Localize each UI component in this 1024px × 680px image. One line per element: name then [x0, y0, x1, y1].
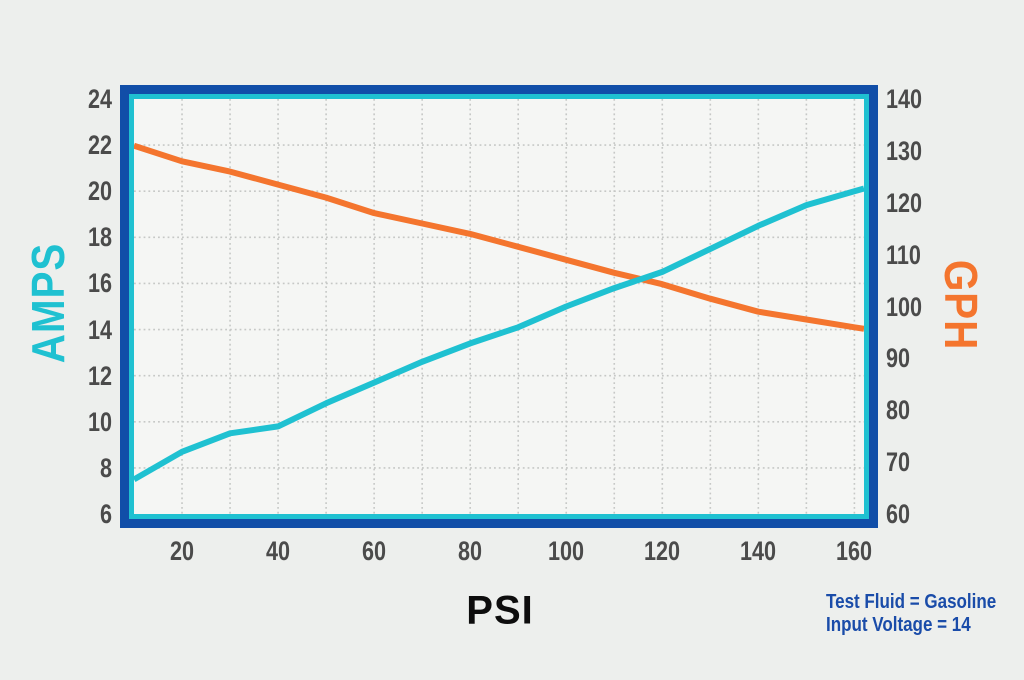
left-axis-tick: 20	[87, 176, 112, 207]
right-axis-title: GPH	[935, 259, 987, 351]
right-axis-tick: 100	[886, 291, 923, 322]
left-axis-tick: 8	[99, 452, 112, 483]
x-axis-tick: 40	[266, 536, 291, 566]
x-axis-tick: 160	[836, 536, 873, 566]
left-axis-tick: 14	[87, 314, 112, 345]
right-axis-tick: 120	[886, 187, 923, 218]
x-axis-tick: 20	[169, 536, 195, 566]
x-axis-tick: 120	[644, 536, 681, 566]
right-axis-tick: 90	[886, 343, 911, 374]
x-axis-tick: 80	[458, 536, 483, 566]
x-axis-title: PSI	[466, 588, 534, 633]
left-axis-tick: 12	[87, 360, 112, 391]
right-axis-tick: 140	[886, 84, 923, 114]
left-axis-tick: 18	[87, 222, 112, 253]
x-axis-tick: 140	[740, 536, 777, 566]
left-axis-tick: 6	[99, 499, 112, 529]
left-axis-tick: 16	[87, 268, 112, 299]
right-axis-tick: 60	[886, 499, 911, 529]
left-axis-tick: 24	[87, 84, 112, 114]
left-axis-tick: 22	[87, 130, 112, 161]
input-voltage-note: Input Voltage = 14	[826, 614, 971, 636]
test-fluid-note: Test Fluid = Gasoline	[826, 591, 997, 613]
test-conditions-note: Test Fluid = Gasoline Input Voltage = 14	[826, 591, 996, 637]
right-axis-tick: 130	[886, 135, 923, 166]
x-axis-tick: 100	[548, 536, 585, 566]
right-axis-tick: 70	[886, 447, 911, 478]
right-axis-tick: 80	[886, 395, 911, 426]
series-lines	[134, 142, 864, 483]
right-axis-tick: 110	[886, 239, 921, 270]
gph-line	[134, 142, 864, 332]
x-axis-tick: 60	[362, 536, 387, 566]
plot-area	[134, 99, 864, 514]
amps-line	[134, 185, 864, 483]
left-axis-title: AMPS	[22, 242, 74, 364]
gridlines	[134, 99, 864, 514]
left-axis-tick: 10	[87, 406, 112, 437]
